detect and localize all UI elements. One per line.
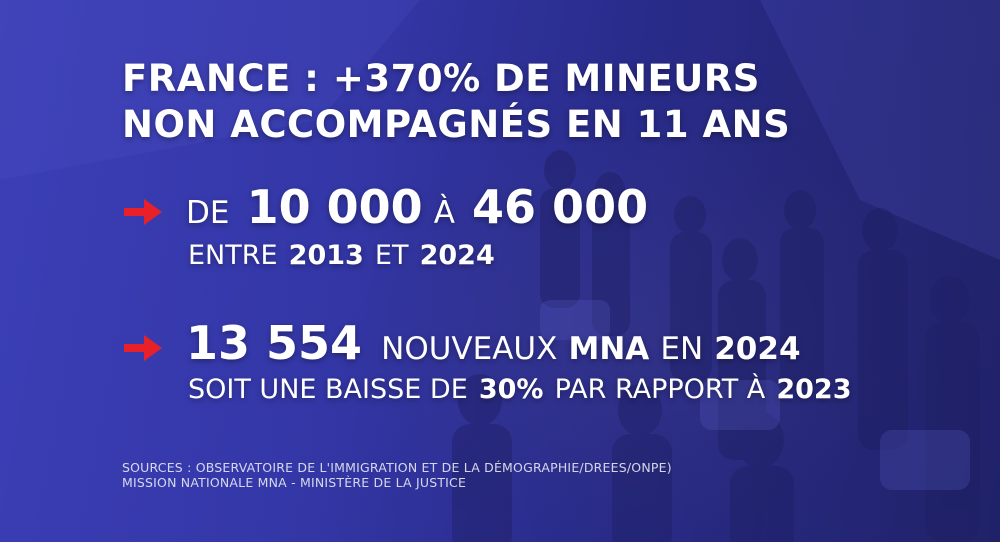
stat2-line2-prefix: SOIT UNE BAISSE DE: [188, 374, 468, 405]
stat1-period-connector: ET: [374, 240, 409, 271]
sources-note: SOURCES : OBSERVATOIRE DE L'IMMIGRATION …: [122, 460, 672, 490]
headline: FRANCE : +370% DE MINEURS NON ACCOMPAGNÉ…: [122, 56, 790, 148]
stat2-compare-year: 2023: [776, 374, 852, 405]
stat1-connector: À: [433, 195, 455, 231]
stat2-count: 13 554: [186, 316, 363, 370]
stat2-line-1: 13 554 NOUVEAUX MNA EN 2024: [186, 316, 801, 370]
stat1-from-value: 10 000: [246, 180, 423, 234]
stat2-line-2: SOIT UNE BAISSE DE 30% PAR RAPPORT À 202…: [188, 374, 852, 405]
stat2-line2-mid: PAR RAPPORT À: [554, 374, 766, 405]
stat1-prefix: DE: [186, 195, 230, 231]
red-arrow-icon: [124, 335, 162, 361]
headline-line-1: FRANCE : +370% DE MINEURS: [122, 57, 760, 100]
stat1-period-prefix: ENTRE: [188, 240, 278, 271]
headline-line-2: NON ACCOMPAGNÉS EN 11 ANS: [122, 103, 791, 146]
red-arrow-icon: [124, 199, 162, 225]
stat1-line-2: ENTRE 2013 ET 2024: [188, 240, 495, 271]
stat2-acronym: MNA: [568, 331, 650, 367]
sources-line-2: MISSION NATIONALE MNA - MINISTÈRE DE LA …: [122, 475, 467, 490]
sources-line-1: SOURCES : OBSERVATOIRE DE L'IMMIGRATION …: [122, 460, 672, 475]
stat2-year: 2024: [714, 331, 801, 367]
stat2-percent: 30%: [478, 374, 544, 405]
stat2-label: NOUVEAUX: [381, 331, 558, 367]
stat1-year-start: 2013: [288, 240, 364, 271]
stat1-line-1: DE 10 000 À 46 000: [186, 180, 648, 234]
stat2-in-word: EN: [660, 331, 704, 367]
stat1-to-value: 46 000: [472, 180, 649, 234]
stat1-year-end: 2024: [419, 240, 495, 271]
